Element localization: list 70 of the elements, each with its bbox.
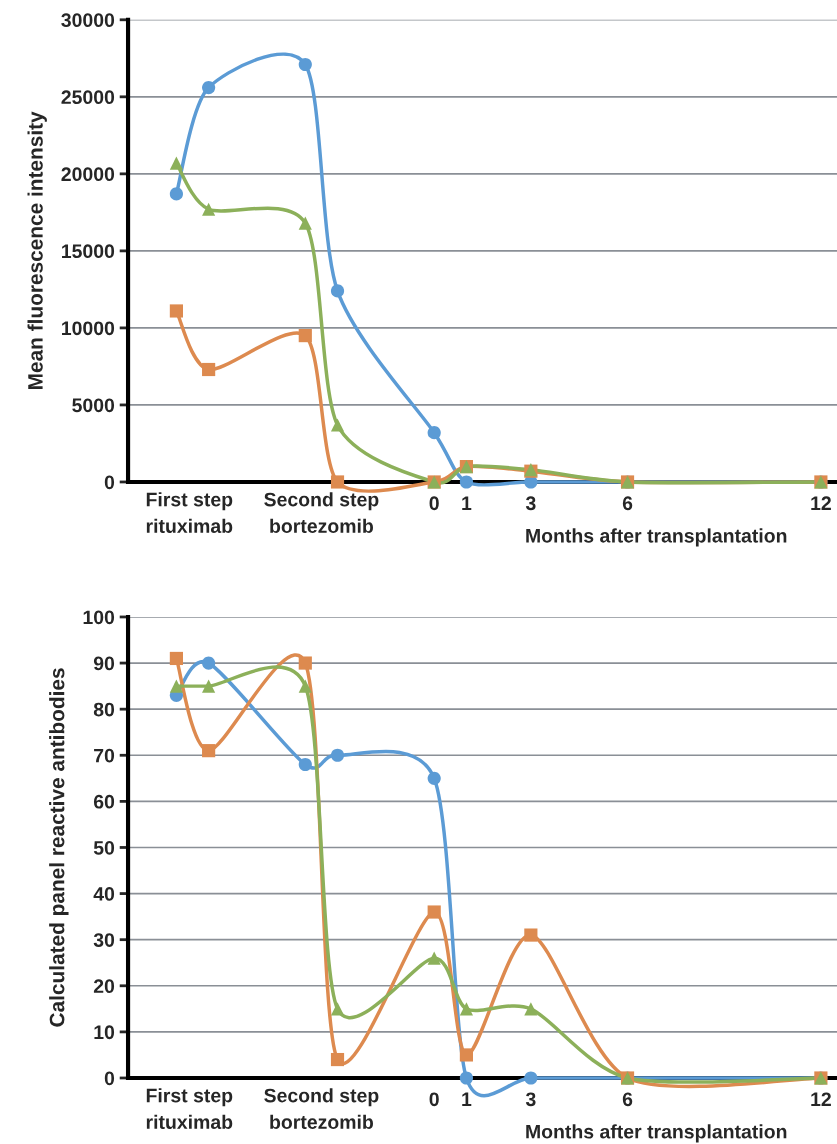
y-tick-label: 10000	[62, 321, 115, 336]
text: First step rituximab	[146, 492, 233, 533]
point	[169, 304, 183, 318]
y-tick-label: 100	[83, 610, 115, 625]
point	[330, 418, 345, 432]
y-tick-label: 20	[93, 979, 115, 994]
point	[524, 1002, 538, 1016]
point	[298, 329, 312, 343]
point	[427, 426, 441, 440]
point	[169, 156, 183, 170]
x-tick-label: 0	[429, 496, 439, 511]
point	[330, 748, 345, 762]
point	[330, 475, 345, 489]
point	[427, 905, 441, 919]
point	[202, 744, 216, 758]
point	[169, 679, 183, 693]
y-tick-label: 20000	[61, 167, 115, 182]
point	[524, 928, 538, 942]
text: Second step bortezomib	[264, 492, 379, 533]
point	[169, 187, 183, 201]
x-tick-label: 6	[622, 496, 633, 511]
point	[459, 1002, 474, 1016]
y-axis-title: Calculated panel reactive antibodies	[49, 668, 69, 1027]
text: First step rituximab	[146, 1088, 233, 1129]
x-tick-label: 1	[462, 496, 472, 510]
y-tick-label: 40	[93, 887, 115, 901]
y-tick-label: 70	[94, 748, 115, 763]
point	[427, 951, 441, 965]
point	[202, 679, 216, 693]
y-tick-label: 0	[104, 475, 115, 490]
y-tick-label: 30000	[61, 13, 115, 28]
y-tick-label: 90	[93, 656, 115, 671]
point	[202, 656, 216, 670]
point	[202, 202, 216, 216]
point	[459, 475, 474, 489]
x-axis-title: Months after transplantation	[526, 528, 787, 547]
point	[298, 679, 312, 693]
point	[298, 757, 312, 772]
x-tick-label: 3	[525, 1092, 536, 1107]
point	[330, 284, 345, 298]
y-tick-label: 60	[93, 794, 115, 809]
point	[459, 1071, 474, 1085]
x-tick-label: 12	[811, 1092, 831, 1106]
y-tick-label: 15000	[62, 244, 115, 259]
x-tick-label: 3	[525, 496, 536, 511]
text: Second step bortezomib	[264, 1088, 379, 1129]
x-tick-label: 1	[462, 1092, 472, 1106]
point	[330, 1002, 345, 1016]
x-tick-label: 12	[811, 496, 831, 510]
y-tick-label: 25000	[61, 90, 115, 105]
point	[298, 656, 312, 670]
y-tick-label: 30	[93, 933, 115, 947]
x-axis-title: Months after transplantation	[526, 1124, 787, 1143]
y-tick-label: 50	[93, 840, 115, 855]
y-tick-label: 5000	[72, 398, 115, 413]
y-tick-label: 0	[104, 1071, 115, 1086]
y-tick-label: 80	[93, 702, 115, 717]
y-axis-title: Mean fluorescence intensity	[27, 111, 47, 389]
point	[459, 1048, 474, 1062]
point	[202, 362, 216, 377]
x-tick-label: 6	[622, 1092, 633, 1107]
point	[169, 651, 183, 666]
point	[298, 216, 312, 230]
point	[524, 1071, 538, 1085]
point	[330, 1052, 345, 1067]
point	[298, 57, 312, 72]
point	[427, 771, 441, 785]
x-tick-label: 0	[429, 1092, 439, 1107]
y-tick-label: 10	[94, 1025, 115, 1040]
point	[202, 80, 216, 95]
